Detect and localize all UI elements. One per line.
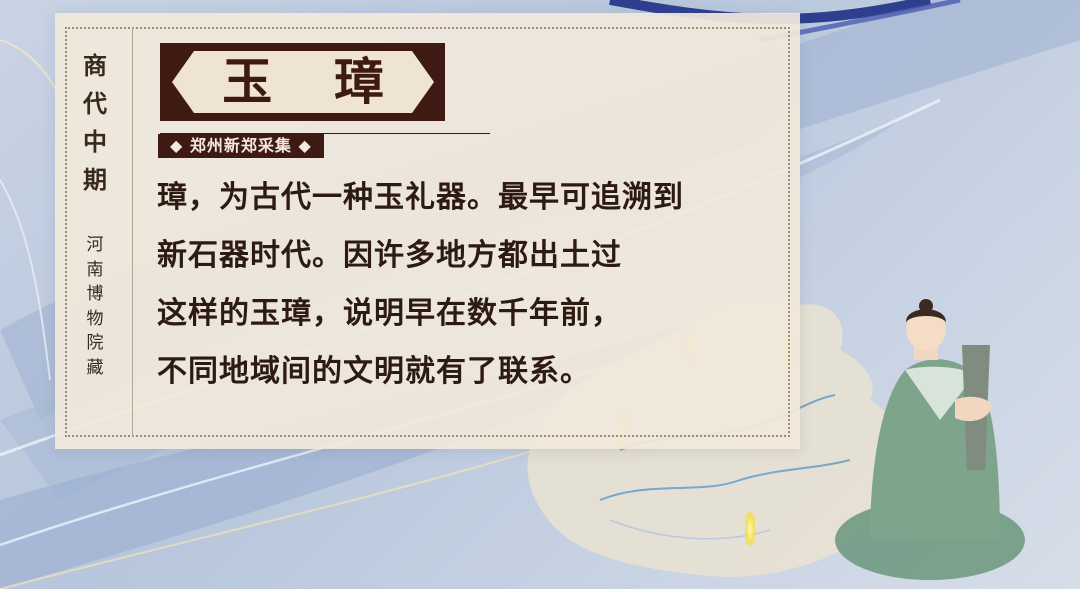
dynasty-char: 代 bbox=[83, 89, 107, 118]
artifact-title: 玉 璋 bbox=[222, 52, 406, 111]
dynasty-label: 商 代 中 期 bbox=[75, 47, 115, 199]
description-line: 新石器时代。因许多地方都出土过 bbox=[157, 238, 622, 273]
title-underline bbox=[160, 133, 490, 134]
dynasty-char: 中 bbox=[83, 127, 107, 156]
card-dotted-border bbox=[65, 27, 790, 437]
description-line: 这样的玉璋，说明早在数千年前， bbox=[157, 296, 622, 331]
title-banner: 玉 璋 bbox=[160, 43, 445, 121]
museum-label: 河 南 博 物 院 藏 bbox=[79, 233, 111, 380]
swirl-line bbox=[0, 179, 51, 381]
dynasty-char: 商 bbox=[83, 51, 107, 80]
dynasty-char: 期 bbox=[83, 165, 107, 194]
source-tag: ◆ 郑州新郑采集 ◆ bbox=[158, 134, 324, 158]
museum-char: 物 bbox=[86, 308, 104, 329]
museum-char: 院 bbox=[86, 333, 104, 353]
title-plaque: 玉 璋 bbox=[172, 51, 434, 113]
description-line: 不同地域间的文明就有了联系。 bbox=[157, 354, 591, 389]
museum-char: 藏 bbox=[86, 357, 104, 378]
scholar-holding-jade-icon bbox=[835, 299, 1025, 580]
artifact-info-card: 商 代 中 期 河 南 博 物 院 藏 玉 璋 ◆ 郑州新郑采集 ◆ 璋，为古代… bbox=[55, 13, 800, 449]
location-marker bbox=[745, 512, 755, 546]
museum-char: 南 bbox=[86, 259, 104, 280]
museum-char: 博 bbox=[86, 284, 104, 304]
description-line: 璋，为古代一种玉礼器。最早可追溯到 bbox=[157, 180, 684, 215]
card-divider bbox=[132, 27, 133, 437]
description-text: 璋，为古代一种玉礼器。最早可追溯到 新石器时代。因许多地方都出土过 这样的玉璋，… bbox=[157, 169, 797, 401]
museum-char: 河 bbox=[86, 235, 104, 255]
